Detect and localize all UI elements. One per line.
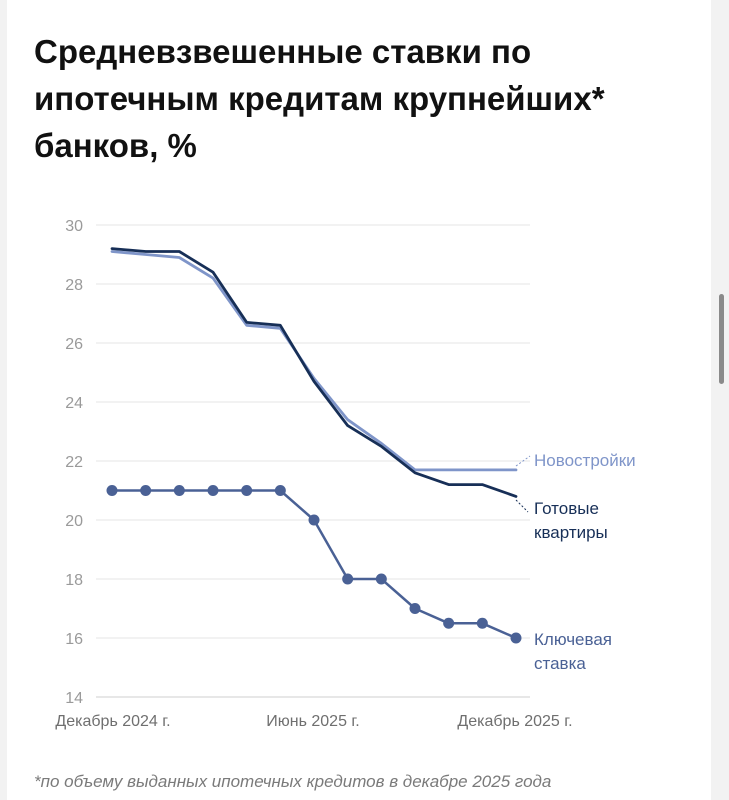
y-tick-label: 20	[65, 513, 83, 530]
y-tick-label: 14	[65, 690, 83, 707]
left-frame	[0, 0, 7, 800]
y-tick-label: 28	[65, 277, 83, 294]
data-point	[476, 617, 488, 629]
series-label: квартиры	[534, 523, 608, 542]
x-tick-label: Декабрь 2025 г.	[457, 713, 572, 730]
data-point	[443, 617, 455, 629]
scrollbar[interactable]	[719, 294, 724, 384]
data-point	[308, 514, 320, 526]
series-label-leader	[515, 499, 529, 513]
series-label: Готовые	[534, 499, 599, 518]
series-label: ставка	[534, 654, 586, 673]
right-frame	[711, 0, 729, 800]
y-tick-label: 30	[65, 218, 83, 235]
data-point	[140, 485, 152, 496]
data-point	[342, 573, 354, 585]
data-point	[241, 485, 253, 496]
data-point	[207, 485, 219, 496]
y-tick-label: 24	[65, 395, 83, 412]
data-point	[375, 573, 387, 585]
series-label-leader	[515, 455, 531, 467]
series-label: Новостройки	[534, 451, 636, 470]
chart-title: Средневзвешенные ставки по ипотечным кре…	[34, 33, 605, 164]
data-point	[106, 485, 118, 496]
footnote: *по объему выданных ипотечных кредитов в…	[34, 772, 552, 791]
series-label: Ключевая	[534, 630, 612, 649]
y-tick-label: 18	[65, 572, 83, 589]
data-point	[409, 603, 421, 614]
y-tick-label: 16	[65, 631, 83, 648]
x-tick-label: Декабрь 2024 г.	[55, 713, 170, 730]
x-tick-label: Июнь 2025 г.	[266, 713, 359, 730]
y-tick-label: 26	[65, 336, 83, 353]
y-tick-label: 22	[65, 454, 83, 471]
data-point	[510, 632, 522, 644]
series-line-1	[110, 250, 518, 472]
series-line-3	[110, 489, 518, 640]
series-line-2	[110, 247, 518, 498]
data-point	[173, 485, 185, 496]
data-point	[274, 485, 286, 496]
